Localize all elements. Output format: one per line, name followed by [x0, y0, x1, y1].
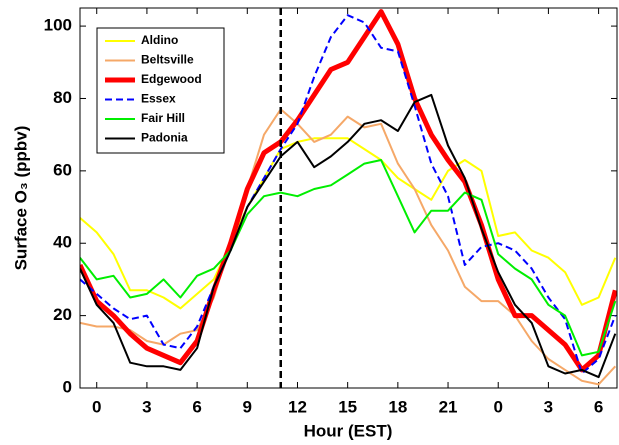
y-tick-label: 40: [53, 233, 72, 252]
x-tick-label: 15: [338, 397, 357, 416]
legend-label: Aldino: [141, 33, 178, 47]
x-tick-label: 21: [439, 397, 458, 416]
x-tick-label: 6: [594, 397, 603, 416]
x-tick-label: 18: [388, 397, 407, 416]
legend: Aldino Beltsville Edgewood Essex Fair Hill Pa…: [96, 27, 225, 154]
series-line: [80, 108, 617, 386]
y-tick-label: 20: [53, 305, 72, 324]
legend-label: Essex: [141, 92, 176, 106]
y-tick-label: 100: [44, 16, 72, 35]
legend-label: Beltsville: [141, 53, 194, 67]
x-tick-label: 9: [243, 397, 252, 416]
legend-box: [96, 27, 225, 154]
y-tick-label: 0: [63, 377, 72, 396]
x-tick-label: 0: [493, 397, 502, 416]
y-axis-label: Surface O₃ (ppbv): [11, 126, 30, 271]
x-tick-label: 0: [92, 397, 101, 416]
x-tick-label: 3: [142, 397, 151, 416]
series-line: [80, 159, 617, 357]
x-axis-label: Hour (EST): [304, 421, 393, 440]
y-tick-label: 80: [53, 88, 72, 107]
x-tick-label: 6: [192, 397, 201, 416]
y-tick-label: 60: [53, 160, 72, 179]
x-tick-label: 3: [544, 397, 553, 416]
x-tick-label: 12: [288, 397, 307, 416]
series-line: [80, 14, 617, 375]
legend-label: Edgewood: [141, 72, 202, 86]
plot-frame: [79, 7, 618, 389]
series-line: [80, 93, 617, 379]
legend-label: Padonia: [141, 131, 188, 145]
legend-label: Fair Hill: [141, 111, 185, 125]
series-line: [80, 137, 617, 310]
